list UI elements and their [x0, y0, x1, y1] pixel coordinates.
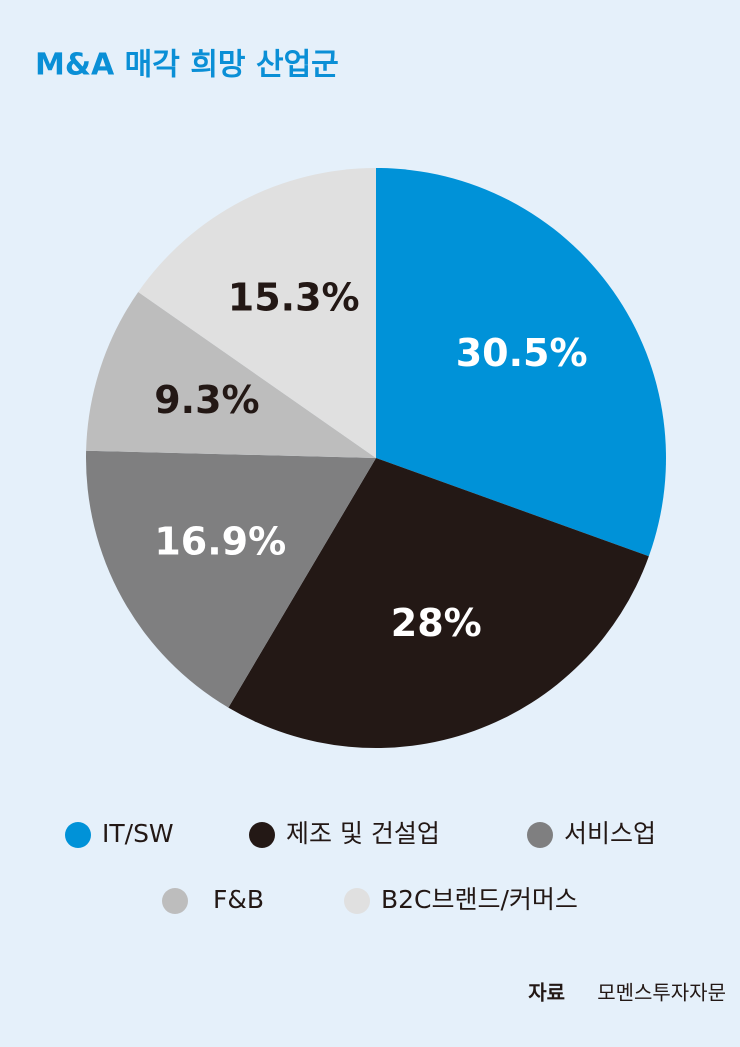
legend-label: B2C브랜드/커머스: [381, 885, 578, 914]
legend-swatch: [527, 822, 553, 848]
legend-label: 서비스업: [564, 819, 656, 848]
legend-swatch: [344, 888, 370, 914]
legend-label: IT/SW: [102, 819, 174, 848]
slice-label: 16.9%: [154, 520, 286, 564]
legend-swatch: [65, 822, 91, 848]
legend-label: 제조 및 건설업: [286, 819, 440, 848]
pie-slice: [376, 168, 666, 557]
pie-slice: [86, 450, 377, 708]
chart-title: M&A 매각 희망 산업군: [35, 48, 339, 83]
pie-slice: [138, 168, 376, 458]
source: 모멘스투자자문: [597, 981, 726, 1005]
slice-label: 9.3%: [154, 378, 259, 422]
pie-slice: [228, 458, 649, 748]
slice-label: 15.3%: [228, 276, 360, 320]
legend-swatch: [249, 822, 275, 848]
slice-label: 28%: [391, 601, 482, 645]
pie-slice: [86, 291, 376, 458]
slice-label: 30.5%: [456, 331, 588, 375]
source-label: 자료: [528, 981, 565, 1005]
legend-swatch: [162, 888, 188, 914]
legend-label: F&B: [213, 885, 264, 914]
